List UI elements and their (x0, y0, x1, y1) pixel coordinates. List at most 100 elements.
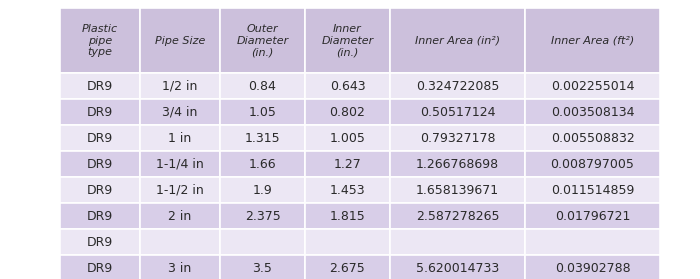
Bar (305, 255, 390, 279)
Text: 1.05: 1.05 (248, 105, 276, 119)
Bar (220, 151, 305, 177)
Bar (220, 8, 305, 73)
Text: 0.03902788: 0.03902788 (554, 261, 630, 275)
Bar (525, 99, 660, 125)
Text: 1.9: 1.9 (253, 184, 272, 196)
Bar (60, 125, 140, 151)
Bar (525, 229, 660, 255)
Text: DR9: DR9 (87, 210, 113, 222)
Bar (305, 203, 390, 229)
Bar (305, 151, 390, 177)
Bar (60, 203, 140, 229)
Text: DR9: DR9 (87, 131, 113, 145)
Bar (140, 151, 220, 177)
Text: Plastic
pipe
type: Plastic pipe type (82, 24, 118, 57)
Bar (525, 73, 660, 99)
Bar (220, 125, 305, 151)
Text: 1.266768698: 1.266768698 (416, 158, 499, 170)
Bar (305, 229, 390, 255)
Text: 0.01796721: 0.01796721 (555, 210, 630, 222)
Text: 3/4 in: 3/4 in (162, 105, 197, 119)
Bar (220, 177, 305, 203)
Bar (220, 229, 305, 255)
Text: 0.643: 0.643 (330, 80, 365, 93)
Bar (140, 99, 220, 125)
Bar (525, 255, 660, 279)
Text: 0.84: 0.84 (248, 80, 276, 93)
Text: 2.675: 2.675 (330, 261, 365, 275)
Text: 3 in: 3 in (169, 261, 192, 275)
Bar (390, 255, 525, 279)
Text: 0.324722085: 0.324722085 (416, 80, 499, 93)
Text: 2.375: 2.375 (244, 210, 281, 222)
Text: 1.453: 1.453 (330, 184, 365, 196)
Bar (305, 73, 390, 99)
Bar (525, 151, 660, 177)
Text: DR9: DR9 (87, 235, 113, 249)
Text: Inner Area (ft²): Inner Area (ft²) (551, 35, 634, 45)
Text: 1 in: 1 in (169, 131, 192, 145)
Bar (60, 229, 140, 255)
Text: 0.011514859: 0.011514859 (551, 184, 634, 196)
Text: 1.658139671: 1.658139671 (416, 184, 499, 196)
Text: Inner
Diameter
(in.): Inner Diameter (in.) (321, 24, 374, 57)
Bar (140, 229, 220, 255)
Text: 0.802: 0.802 (330, 105, 365, 119)
Text: 1.005: 1.005 (330, 131, 365, 145)
Bar (140, 125, 220, 151)
Bar (220, 99, 305, 125)
Text: 1.815: 1.815 (330, 210, 365, 222)
Text: DR9: DR9 (87, 261, 113, 275)
Text: DR9: DR9 (87, 105, 113, 119)
Bar (390, 73, 525, 99)
Bar (525, 203, 660, 229)
Text: 1.27: 1.27 (334, 158, 361, 170)
Bar (140, 177, 220, 203)
Bar (60, 177, 140, 203)
Bar (390, 125, 525, 151)
Text: 5.620014733: 5.620014733 (416, 261, 499, 275)
Text: Outer
Diameter
(in.): Outer Diameter (in.) (237, 24, 288, 57)
Bar (140, 255, 220, 279)
Bar (305, 8, 390, 73)
Bar (140, 203, 220, 229)
Bar (305, 99, 390, 125)
Text: 1.66: 1.66 (248, 158, 276, 170)
Text: 0.50517124: 0.50517124 (420, 105, 496, 119)
Bar (525, 8, 660, 73)
Bar (525, 177, 660, 203)
Text: 0.002255014: 0.002255014 (551, 80, 634, 93)
Text: 0.008797005: 0.008797005 (551, 158, 634, 170)
Text: Inner Area (in²): Inner Area (in²) (415, 35, 500, 45)
Text: 1-1/2 in: 1-1/2 in (156, 184, 204, 196)
Bar (60, 255, 140, 279)
Bar (60, 151, 140, 177)
Text: 3.5: 3.5 (253, 261, 272, 275)
Bar (390, 99, 525, 125)
Text: Pipe Size: Pipe Size (155, 35, 205, 45)
Bar (60, 99, 140, 125)
Bar (140, 8, 220, 73)
Bar (60, 73, 140, 99)
Bar (390, 151, 525, 177)
Bar (220, 203, 305, 229)
Bar (60, 8, 140, 73)
Text: 0.79327178: 0.79327178 (420, 131, 496, 145)
Text: 0.005508832: 0.005508832 (551, 131, 634, 145)
Bar (220, 255, 305, 279)
Text: 2 in: 2 in (169, 210, 192, 222)
Bar (390, 229, 525, 255)
Text: DR9: DR9 (87, 158, 113, 170)
Bar (305, 125, 390, 151)
Text: 1/2 in: 1/2 in (162, 80, 197, 93)
Text: 2.587278265: 2.587278265 (416, 210, 499, 222)
Bar (305, 177, 390, 203)
Text: DR9: DR9 (87, 184, 113, 196)
Bar (140, 73, 220, 99)
Bar (390, 177, 525, 203)
Bar (390, 8, 525, 73)
Text: 0.003508134: 0.003508134 (551, 105, 634, 119)
Text: 1-1/4 in: 1-1/4 in (156, 158, 204, 170)
Text: DR9: DR9 (87, 80, 113, 93)
Bar (525, 125, 660, 151)
